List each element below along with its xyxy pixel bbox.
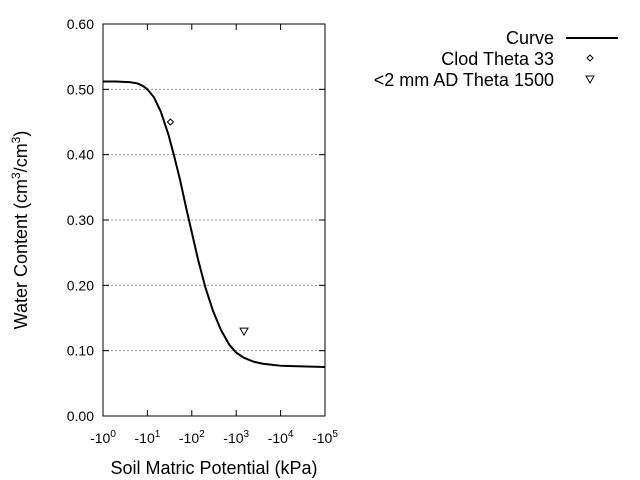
x-tick-label: -102 <box>179 429 205 446</box>
y-tick-label: 0.30 <box>67 212 94 228</box>
x-tick-label: -100 <box>90 429 116 446</box>
legend-label-curve: Curve <box>506 28 554 48</box>
y-tick-label: 0.10 <box>67 343 94 359</box>
curve-line <box>103 80 326 368</box>
y-ticks: 0.00 0.10 0.20 0.30 0.40 0.50 0.60 <box>67 16 325 424</box>
y-tick-label: 0.40 <box>67 147 94 163</box>
y-tick-label: 0.00 <box>67 408 94 424</box>
y-axis-label: Water Content (cm3/cm3) <box>9 131 31 330</box>
y-axis-label-pre: Water Content (cm <box>11 179 31 329</box>
y-axis-label-sup2: 3 <box>9 136 23 143</box>
x-tick-label: -105 <box>312 429 338 446</box>
legend: Curve Clod Theta 33 <2 mm AD Theta 1500 <box>374 28 618 90</box>
x-tick-label: -104 <box>268 429 294 446</box>
legend-swatch-clod <box>586 54 594 62</box>
x-ticks: -100 -101 -102 -103 -104 -105 <box>90 24 338 446</box>
x-tick-label: -103 <box>223 429 249 446</box>
y-axis-label-sup1: 3 <box>9 172 23 179</box>
grid-lines <box>103 88 325 352</box>
plot-frame <box>102 23 326 417</box>
y-axis-label-mid: /cm <box>11 143 31 172</box>
legend-label-clod: Clod Theta 33 <box>441 49 554 69</box>
y-tick-label: 0.20 <box>67 277 94 293</box>
y-tick-label: 0.50 <box>67 81 94 97</box>
data-layer <box>103 80 326 368</box>
x-axis-label: Soil Matric Potential (kPa) <box>110 458 317 478</box>
clod-theta-33-point <box>166 118 175 126</box>
legend-swatch-ad <box>585 75 595 85</box>
ad-theta-1500-point <box>239 327 249 337</box>
x-tick-label: -101 <box>135 429 161 446</box>
y-tick-label: 0.60 <box>67 16 94 32</box>
legend-label-ad: <2 mm AD Theta 1500 <box>374 70 554 90</box>
y-axis-label-post: ) <box>11 131 31 137</box>
